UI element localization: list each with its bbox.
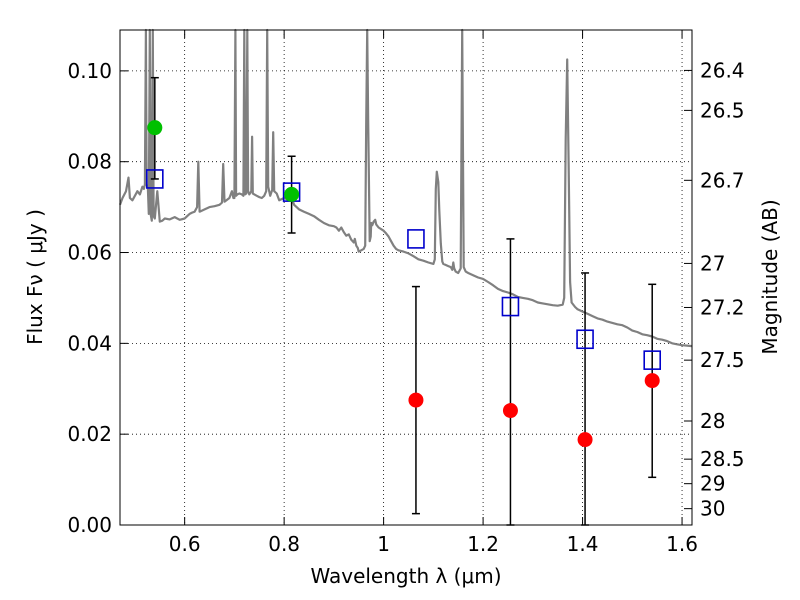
upper-limit-point: [408, 392, 424, 408]
x-tick-label: 1: [377, 532, 390, 556]
mag-tick-label: 30: [700, 497, 725, 521]
y-axis-label: Flux Fν ( μJy ): [23, 209, 47, 345]
detection-point: [284, 186, 300, 202]
x-tick-label: 1.6: [666, 532, 698, 556]
mag-tick-label: 26.7: [700, 168, 745, 192]
y-tick-label: 0.02: [67, 422, 112, 446]
y-tick-label: 0.06: [67, 241, 112, 265]
plot-frame: [119, 29, 693, 526]
y-tick-label: 0.10: [67, 59, 112, 83]
mag-tick-label: 29: [700, 472, 725, 496]
x-tick-label: 0.6: [169, 532, 201, 556]
model-flux-square: [576, 329, 594, 350]
x-tick-label: 0.8: [268, 532, 300, 556]
model-flux-square: [146, 169, 164, 189]
upper-limit-point: [644, 373, 660, 389]
grid-lines: [120, 30, 692, 525]
mag-tick-label: 26.5: [700, 98, 745, 122]
upper-limit-point: [577, 432, 593, 448]
y-tick-label: 0.04: [67, 331, 112, 355]
tick-labels: 0.6 0.8 1 1.2 1.4 1.6 0.00 0.02 0.04 0.06 0.08 0.10…: [67, 58, 744, 556]
right-axis-label: Magnitude (AB): [758, 199, 782, 354]
model-flux-square: [501, 296, 520, 317]
mag-tick-label: 26.4: [700, 58, 745, 82]
model-flux-square: [407, 229, 425, 249]
upper-limit-point: [502, 403, 518, 419]
spectrum-line: [118, 28, 693, 348]
mag-tick-label: 27: [700, 251, 725, 275]
mag-tick-label: 28: [700, 409, 725, 433]
y-tick-label: 0.08: [67, 150, 112, 174]
x-axis-label: Wavelength λ (μm): [310, 564, 501, 588]
model-flux-square: [643, 350, 662, 370]
x-tick-label: 1.2: [467, 532, 499, 556]
y-tick-label: 0.00: [67, 513, 112, 537]
detection-point: [147, 120, 163, 136]
data-markers: [146, 120, 662, 448]
spectrum-series: [118, 28, 693, 348]
x-tick-label: 1.4: [567, 532, 599, 556]
error-bars: [150, 76, 657, 526]
mag-tick-label: 28.5: [700, 447, 745, 471]
mag-tick-label: 27.2: [700, 295, 745, 319]
mag-tick-label: 27.5: [700, 348, 745, 372]
axis-ticks: [120, 30, 692, 526]
